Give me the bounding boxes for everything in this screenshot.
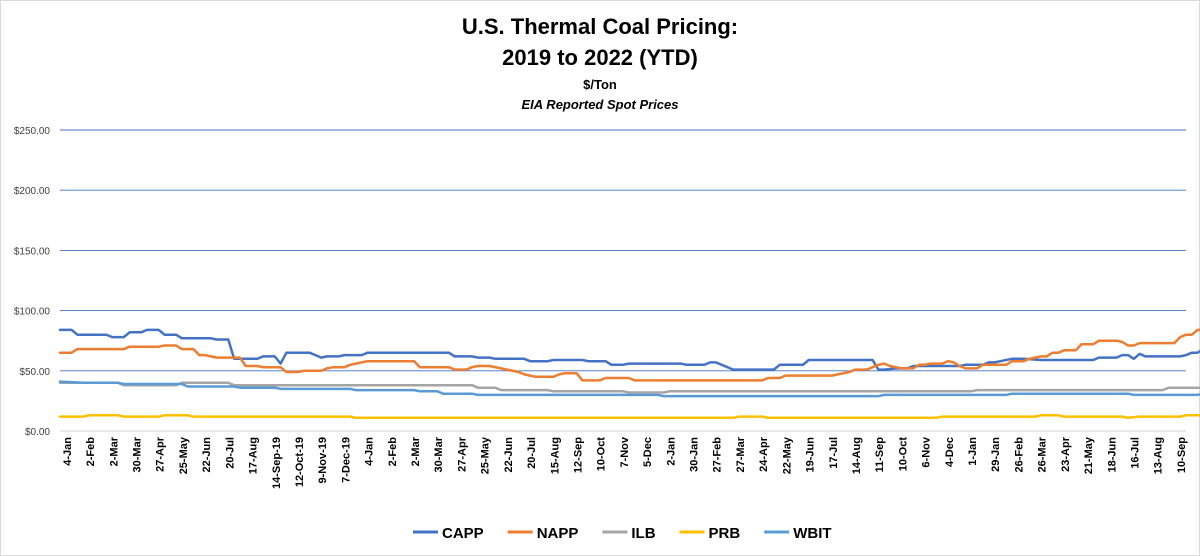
series-line-capp xyxy=(58,328,1200,371)
x-tick-label: 2-Feb xyxy=(387,437,399,467)
series-line-wbit xyxy=(58,380,1200,398)
x-tick-label: 2-Feb xyxy=(85,437,97,467)
legend-label-napp: NAPP xyxy=(537,525,579,542)
chart-subtitle2: EIA Reported Spot Prices xyxy=(521,97,679,112)
x-tick-label: 15-Aug xyxy=(549,437,561,474)
x-tick-label: 27-Apr xyxy=(155,436,167,472)
x-tick-label: 10-Sep xyxy=(1176,437,1188,473)
x-tick-label: 27-Mar xyxy=(735,436,747,472)
x-tick-label: 17-Jul xyxy=(828,437,840,469)
x-tick-label: 20-Jul xyxy=(224,437,236,469)
x-tick-label: 25-May xyxy=(178,436,190,474)
x-tick-label: 1-Jan xyxy=(967,437,979,466)
x-tick-label: 4-Dec xyxy=(944,437,956,467)
series-line-ilb xyxy=(58,381,1200,394)
x-tick-label: 10-Oct xyxy=(897,437,909,472)
x-tick-label: 12-Oct-19 xyxy=(294,437,306,487)
x-tick-label: 14-Aug xyxy=(851,437,863,474)
x-tick-label: 9-Nov-19 xyxy=(317,437,329,483)
x-tick-label: 22-Jun xyxy=(201,437,213,473)
y-tick-label: $250.00 xyxy=(14,126,51,137)
chart-title: U.S. Thermal Coal Pricing: xyxy=(461,14,739,39)
x-tick-label: 2-Mar xyxy=(108,436,120,466)
legend: CAPP NAPP ILB PRB WBIT xyxy=(413,525,832,542)
x-tick-label: 26-Mar xyxy=(1037,436,1049,472)
x-tick-label: 5-Dec xyxy=(642,437,654,467)
series-line-prb xyxy=(58,414,1200,420)
x-tick-label: 22-Jun xyxy=(503,437,515,473)
legend-label-wbit: WBIT xyxy=(793,525,831,542)
legend-label-capp: CAPP xyxy=(442,525,484,542)
x-tick-label: 7-Dec-19 xyxy=(340,437,352,483)
legend-label-prb: PRB xyxy=(709,525,741,542)
x-tick-label: 24-Apr xyxy=(758,436,770,472)
x-axis-tick-labels: 4-Jan 2-Feb 2-Mar 30-Mar 27-Apr 25-May 22-Jun 2… xyxy=(62,436,1188,489)
x-tick-label: 22-May xyxy=(781,436,793,474)
x-tick-label: 4-Jan xyxy=(364,437,376,466)
y-tick-label: $200.00 xyxy=(14,186,51,197)
x-tick-label: 16-Jul xyxy=(1129,437,1141,469)
x-tick-label: 26-Feb xyxy=(1013,437,1025,473)
x-tick-label: 25-May xyxy=(480,436,492,474)
series-lines xyxy=(58,328,1200,420)
x-tick-label: 4-Jan xyxy=(62,437,74,466)
x-tick-label: 23-Apr xyxy=(1060,436,1072,472)
x-tick-label: 18-Jun xyxy=(1106,437,1118,473)
x-tick-label: 17-Aug xyxy=(248,437,260,474)
y-axis-tick-labels: $0.00 $50.00 $100.00 $150.00 $200.00 $250.00 xyxy=(14,126,51,438)
x-tick-label: 30-Mar xyxy=(132,436,144,472)
x-tick-label: 30-Mar xyxy=(433,436,445,472)
x-tick-label: 14-Sep-19 xyxy=(271,437,283,489)
x-tick-label: 7-Nov xyxy=(619,436,631,467)
x-tick-label: 11-Sep xyxy=(874,437,886,473)
y-tick-label: $150.00 xyxy=(14,246,51,257)
x-tick-label: 12-Sep xyxy=(572,437,584,473)
y-tick-label: $50.00 xyxy=(19,367,50,378)
y-tick-label: $100.00 xyxy=(14,307,51,318)
chart-title-line2: 2019 to 2022 (YTD) xyxy=(502,45,698,70)
x-tick-label: 27-Apr xyxy=(456,436,468,472)
chart-subtitle: $/Ton xyxy=(583,77,617,92)
x-tick-label: 21-May xyxy=(1083,436,1095,474)
x-tick-label: 27-Feb xyxy=(712,437,724,473)
x-tick-label: 2-Mar xyxy=(410,436,422,466)
legend-label-ilb: ILB xyxy=(631,525,655,542)
x-tick-label: 30-Jan xyxy=(689,437,701,472)
x-tick-label: 6-Nov xyxy=(921,436,933,467)
x-tick-label: 13-Aug xyxy=(1153,437,1165,474)
x-tick-label: 10-Oct xyxy=(596,437,608,472)
x-tick-label: 29-Jan xyxy=(990,437,1002,472)
x-tick-label: 2-Jan xyxy=(665,437,677,466)
x-tick-label: 20-Jul xyxy=(526,437,538,469)
y-tick-label: $0.00 xyxy=(25,427,50,438)
series-line-napp xyxy=(58,328,1200,382)
x-tick-label: 19-Jun xyxy=(805,437,817,473)
grid-lines xyxy=(60,129,1186,432)
